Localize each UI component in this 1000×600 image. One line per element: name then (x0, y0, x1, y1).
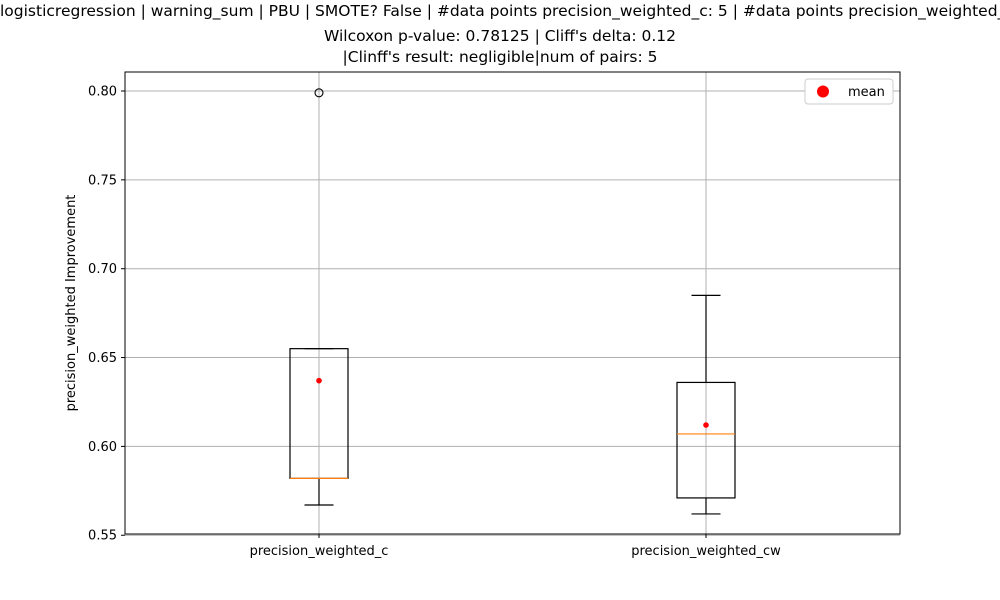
title-line-2: Wilcoxon p-value: 0.78125 | Cliff's delt… (323, 27, 677, 45)
title-line-1: logisticregression | warning_sum | PBU |… (0, 2, 1000, 20)
chart-title: logisticregression | warning_sum | PBU |… (0, 0, 1000, 70)
legend-frame (804, 78, 894, 105)
y-tick-label: 0.55 (88, 529, 117, 544)
y-tick-label: 0.80 (88, 85, 117, 100)
legend-mean-marker (817, 85, 829, 98)
y-tick-label: 0.75 (88, 173, 117, 188)
legend: mean (804, 78, 894, 105)
x-tick-label: precision_weighted_c (250, 544, 389, 559)
y-axis-label: precision_weighted Improvement (64, 195, 79, 412)
y-tick-label: 0.65 (88, 351, 117, 366)
grid (125, 72, 900, 536)
plot-frame (124, 71, 901, 535)
outlier-point (314, 88, 324, 98)
x-tick-label: precision_weighted_cw (631, 544, 781, 559)
y-tick-label: 0.70 (88, 262, 117, 277)
legend-mean-label: mean (848, 85, 885, 100)
x-axis: precision_weighted_c precision_weighted_c… (250, 534, 781, 559)
box-2 (676, 294, 736, 515)
box-1 (289, 88, 349, 506)
y-tick-label: 0.60 (88, 440, 117, 455)
mean-marker (316, 377, 322, 384)
title-line-3: |Clinff's result: negligible|num of pair… (342, 48, 658, 66)
boxes (289, 88, 736, 515)
box-body (676, 381, 736, 499)
y-axis: 0.55 0.60 0.65 0.70 0.75 0.80 (88, 85, 125, 544)
mean-marker (703, 422, 709, 428)
